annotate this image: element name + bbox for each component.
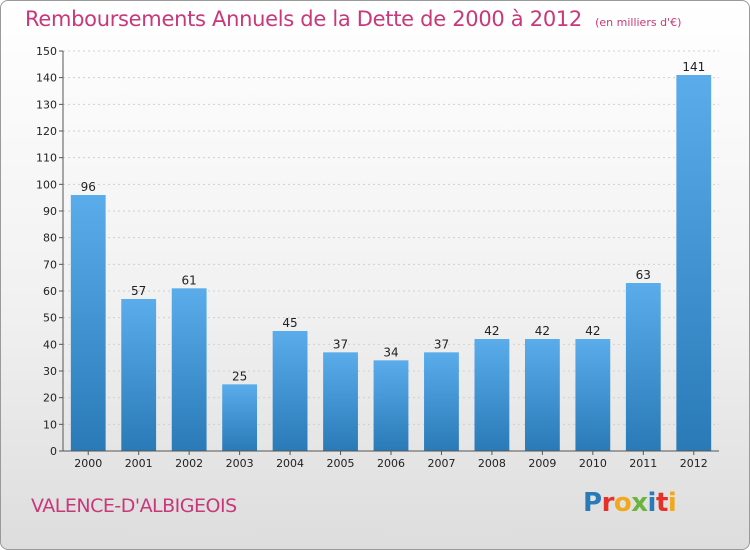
x-tick-label-2006: 2006 xyxy=(377,457,405,470)
data-label-2008: 42 xyxy=(484,324,499,338)
y-tick-label: 60 xyxy=(43,285,57,298)
y-tick-label: 80 xyxy=(43,232,57,245)
x-tick-label-2011: 2011 xyxy=(629,457,657,470)
data-label-2011: 63 xyxy=(636,268,651,282)
logo-letter: r xyxy=(601,488,615,518)
data-label-2001: 57 xyxy=(131,284,146,298)
bar-2004 xyxy=(272,331,308,451)
y-tick-label: 130 xyxy=(36,98,57,111)
y-tick-label: 110 xyxy=(36,152,57,165)
logo-letter: P xyxy=(583,488,602,518)
logo-letter: i xyxy=(667,488,677,518)
y-tick-label: 20 xyxy=(43,392,57,405)
data-label-2012: 141 xyxy=(682,60,705,74)
logo-letter: t xyxy=(655,488,668,518)
bar-2009 xyxy=(524,339,560,451)
bar-2007 xyxy=(424,352,459,451)
y-tick-label: 30 xyxy=(43,365,57,378)
data-label-2000: 96 xyxy=(81,180,96,194)
bar-2008 xyxy=(474,339,510,451)
bar-2011 xyxy=(625,283,661,451)
y-tick-label: 0 xyxy=(50,445,57,458)
y-tick-label: 90 xyxy=(43,205,57,218)
data-label-2005: 37 xyxy=(333,337,348,351)
chart-title-block: Remboursements Annuels de la Dette de 20… xyxy=(25,7,681,31)
bar-2006 xyxy=(373,360,409,451)
bar-2003 xyxy=(222,384,258,451)
data-label-2004: 45 xyxy=(282,316,297,330)
y-tick-label: 10 xyxy=(43,418,57,431)
x-tick-label-2008: 2008 xyxy=(478,457,506,470)
chart-title: Remboursements Annuels de la Dette de 20… xyxy=(25,7,582,31)
y-tick-label: 140 xyxy=(36,72,57,85)
proxiti-logo: Proxiti xyxy=(583,488,677,518)
x-tick-label-2009: 2009 xyxy=(528,457,556,470)
bar-2005 xyxy=(323,352,358,451)
data-label-2002: 61 xyxy=(182,273,197,287)
x-tick-label-2004: 2004 xyxy=(276,457,304,470)
data-label-2006: 34 xyxy=(383,345,398,359)
bar-2012 xyxy=(676,75,712,451)
chart-subtitle: (en milliers d'€) xyxy=(595,16,682,29)
x-tick-label-2005: 2005 xyxy=(327,457,355,470)
bar-2001 xyxy=(121,299,157,451)
y-tick-label: 120 xyxy=(36,125,57,138)
y-tick-label: 100 xyxy=(36,178,57,191)
logo-letter: i xyxy=(647,488,657,518)
y-tick-label: 40 xyxy=(43,338,57,351)
data-label-2003: 25 xyxy=(232,369,247,383)
logo-letter: o xyxy=(613,488,632,518)
commune-name: VALENCE-D'ALBIGEOIS xyxy=(31,495,237,517)
x-tick-label-2002: 2002 xyxy=(175,457,203,470)
x-tick-label-2010: 2010 xyxy=(579,457,607,470)
x-tick-label-2007: 2007 xyxy=(427,457,455,470)
bar-2002 xyxy=(171,288,207,451)
x-tick-label-2000: 2000 xyxy=(74,457,102,470)
logo-letter: x xyxy=(631,488,648,518)
data-label-2007: 37 xyxy=(434,337,449,351)
bar-2010 xyxy=(575,339,611,451)
x-tick-label-2012: 2012 xyxy=(680,457,708,470)
y-tick-label: 150 xyxy=(36,45,57,58)
data-label-2009: 42 xyxy=(535,324,550,338)
y-tick-label: 70 xyxy=(43,258,57,271)
x-tick-label-2001: 2001 xyxy=(125,457,153,470)
y-tick-label: 50 xyxy=(43,312,57,325)
bar-2000 xyxy=(70,195,106,451)
data-label-2010: 42 xyxy=(585,324,600,338)
x-tick-label-2003: 2003 xyxy=(226,457,254,470)
